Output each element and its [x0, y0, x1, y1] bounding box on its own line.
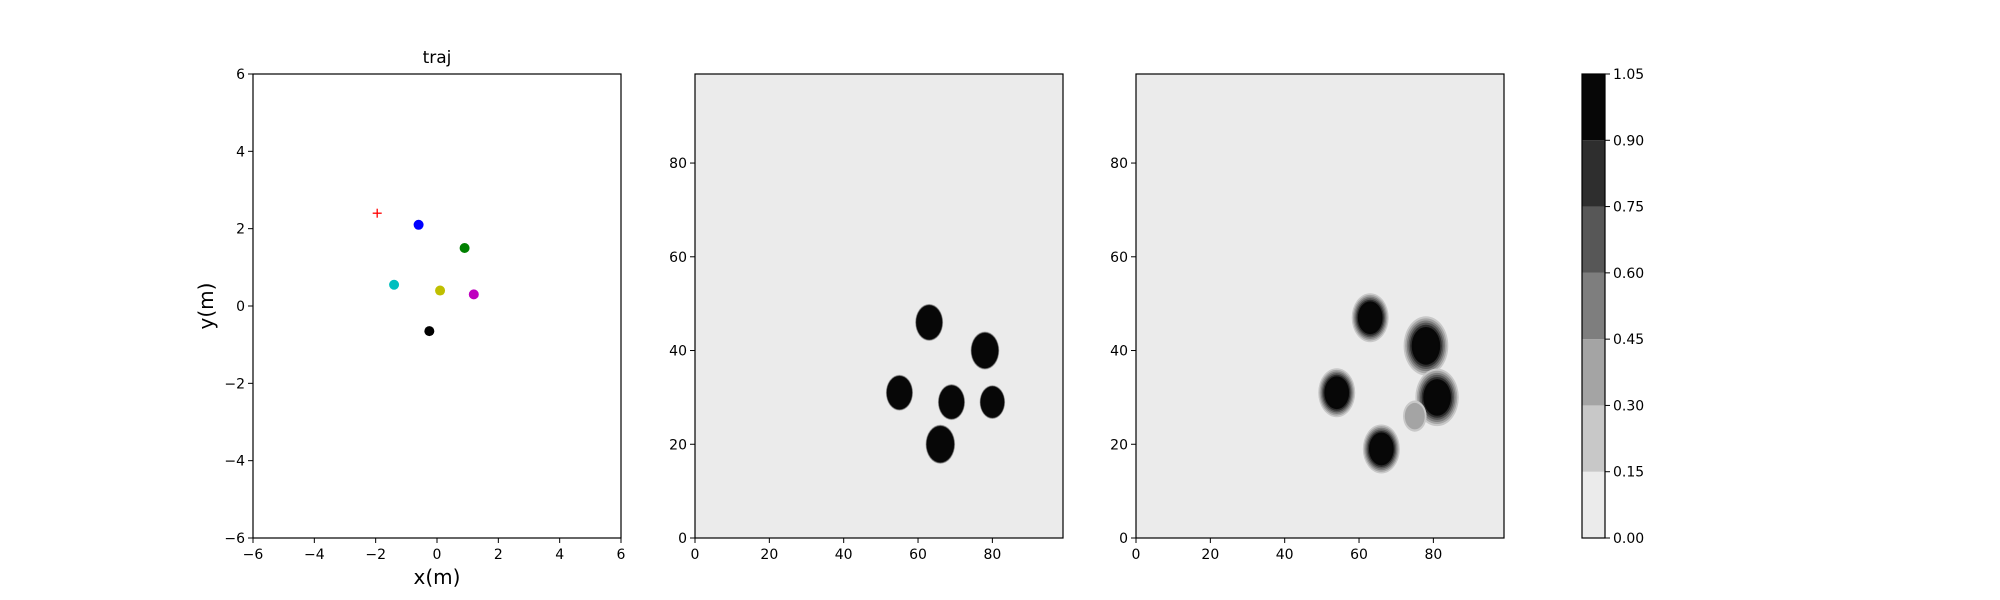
colorbar-tick-label: 0.45 — [1613, 332, 1644, 348]
colorbar-tick-label: 0.15 — [1613, 465, 1644, 481]
x-tick-label: 80 — [1424, 547, 1442, 563]
trajectory-panel: traj −6 −4 −2 0 2 4 6 −6 −4 −2 0 2 4 6 x(m) y(m) — [194, 48, 626, 589]
colorbar-frame — [1581, 73, 1606, 539]
x-tick-label: 80 — [983, 547, 1001, 563]
heatmap-background — [695, 74, 1063, 538]
scatter-point — [435, 285, 446, 296]
obstacle-blob — [1415, 368, 1459, 427]
obstacle-blob — [979, 385, 1006, 420]
colorbar-tick-label: 0.90 — [1613, 133, 1644, 149]
colorbar-tick-label: 0.30 — [1613, 398, 1644, 414]
x-tick-label: 60 — [1350, 547, 1368, 563]
obstacle-blob — [1318, 368, 1356, 418]
x-tick-label: 20 — [760, 547, 778, 563]
colorbar-swatch — [1582, 140, 1605, 207]
contour-core — [1359, 302, 1382, 333]
scatter-point — [459, 243, 470, 253]
x-tick-label: 4 — [555, 547, 564, 563]
y-axis-label: y(m) — [194, 283, 218, 330]
contour-core — [887, 376, 912, 409]
plot-frame — [694, 73, 1064, 539]
colorbar-swatch — [1582, 206, 1605, 273]
x-tick-label: −2 — [365, 547, 386, 563]
colorbar-swatch — [1582, 339, 1605, 406]
obstacle-blob — [937, 384, 966, 421]
plot-frame — [1135, 73, 1505, 539]
contour-core — [916, 305, 942, 340]
contour-core — [939, 385, 964, 419]
colorbar-tick-label: 0.00 — [1613, 531, 1644, 547]
obstacle-blob — [925, 424, 956, 464]
y-tick-label: −2 — [224, 376, 245, 392]
colorbar-swatch — [1582, 272, 1605, 340]
colorbar-swatch — [1582, 74, 1605, 141]
obstacle-blob — [970, 331, 1000, 370]
scatter-point — [413, 219, 424, 230]
estimated-map-panel: 0 20 40 60 80 0 20 40 60 80 — [1110, 73, 1505, 563]
x-tick-label: 6 — [617, 547, 626, 563]
y-tick-label: 6 — [236, 67, 245, 83]
contour-ring — [1404, 402, 1425, 430]
x-tick-label: 0 — [1132, 547, 1141, 563]
contour-core — [980, 386, 1004, 418]
x-tick-label: 0 — [691, 547, 700, 563]
colorbar-tick-label: 0.60 — [1613, 266, 1644, 282]
y-tick-label: 40 — [669, 344, 687, 360]
obstacle-blob — [1403, 400, 1427, 432]
plus-marker — [372, 208, 382, 218]
heatmap-background — [1136, 74, 1504, 538]
x-tick-label: −6 — [243, 547, 264, 563]
contour-core — [1413, 329, 1439, 363]
contour-core — [926, 426, 954, 462]
obstacle-blob — [1351, 293, 1389, 343]
obstacle-blob — [885, 374, 914, 411]
colorbar-swatch — [1582, 405, 1605, 472]
y-tick-label: 20 — [669, 437, 687, 453]
x-tick-label: 20 — [1201, 547, 1219, 563]
x-axis-label: x(m) — [414, 565, 461, 589]
y-tick-label: 60 — [1110, 250, 1128, 266]
colorbar: 0.00 0.15 0.30 0.45 0.60 0.75 0.90 1.05 — [1581, 67, 1644, 547]
x-tick-label: 40 — [835, 547, 853, 563]
obstacle-blob — [1362, 424, 1400, 474]
y-tick-label: 80 — [1110, 156, 1128, 172]
scatter-point — [468, 289, 479, 300]
colorbar-swatch — [1582, 471, 1605, 538]
x-tick-label: 40 — [1276, 547, 1294, 563]
y-tick-label: 0 — [678, 531, 687, 547]
y-tick-label: 60 — [669, 250, 687, 266]
y-tick-label: −4 — [224, 454, 245, 470]
obstacle-blob — [915, 303, 944, 341]
obstacle-blob — [1403, 316, 1449, 376]
x-tick-label: −4 — [304, 547, 325, 563]
heatmap-plot — [695, 74, 1063, 538]
y-tick-label: 0 — [1119, 531, 1128, 547]
scatter-point — [424, 326, 435, 337]
x-tick-label: 0 — [433, 547, 442, 563]
scatter-point — [389, 279, 400, 290]
contour-core — [1325, 377, 1348, 408]
contour-core — [1370, 434, 1393, 464]
chart-title: traj — [423, 48, 452, 68]
colorbar-tick-label: 0.75 — [1613, 200, 1644, 216]
y-tick-label: 80 — [669, 156, 687, 172]
y-tick-label: −6 — [224, 531, 245, 547]
y-tick-label: 0 — [236, 299, 245, 315]
colorbar-tick-label: 1.05 — [1613, 67, 1644, 83]
y-tick-label: 20 — [1110, 437, 1128, 453]
x-tick-label: 2 — [494, 547, 503, 563]
occupancy-map-panel: 0 20 40 60 80 0 20 40 60 80 — [669, 73, 1064, 563]
contour-core — [1424, 381, 1450, 414]
y-tick-label: 4 — [236, 144, 245, 160]
contour-core — [971, 333, 998, 368]
y-tick-label: 2 — [236, 222, 245, 238]
y-tick-label: 40 — [1110, 344, 1128, 360]
heatmap-plot — [1136, 74, 1504, 538]
x-tick-label: 60 — [909, 547, 927, 563]
